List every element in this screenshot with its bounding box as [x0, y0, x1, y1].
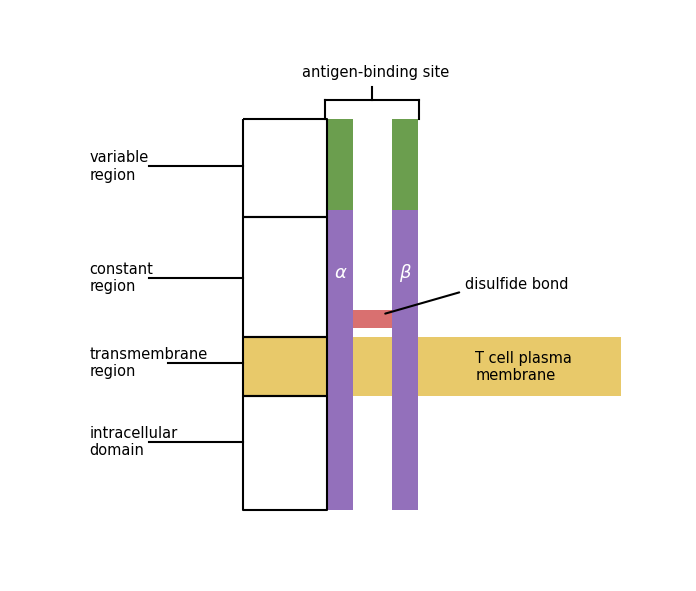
Text: transmembrane
region: transmembrane region [90, 347, 208, 379]
Text: constant
region: constant region [90, 262, 154, 294]
Text: disulfide bond: disulfide bond [465, 277, 568, 293]
Text: antigen-binding site: antigen-binding site [302, 65, 449, 80]
Bar [327, 119, 353, 210]
Bar [353, 310, 392, 328]
Bar [392, 119, 418, 210]
Text: β: β [399, 264, 411, 282]
Bar [244, 337, 621, 397]
Text: variable
region: variable region [90, 150, 149, 183]
Text: α: α [334, 264, 346, 282]
Text: T cell plasma
membrane: T cell plasma membrane [475, 350, 572, 383]
Bar [327, 119, 353, 510]
Text: intracellular
domain: intracellular domain [90, 426, 178, 458]
Bar [392, 119, 418, 510]
